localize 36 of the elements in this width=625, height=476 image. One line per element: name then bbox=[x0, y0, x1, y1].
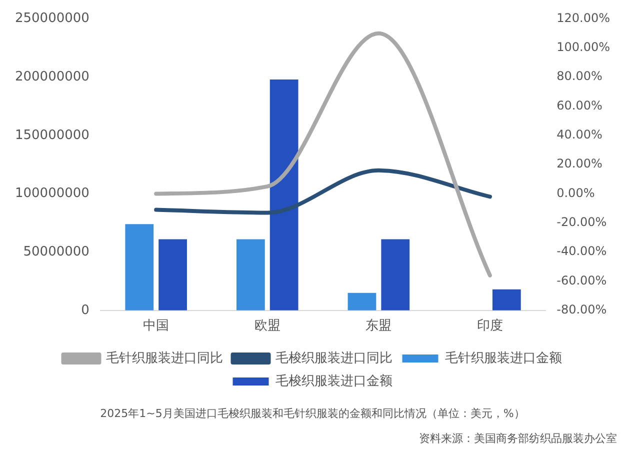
y-tick-label: 150000000 bbox=[14, 128, 90, 143]
y2-tick-label: 20.00% bbox=[556, 156, 602, 171]
x-tick-label: 印度 bbox=[476, 318, 503, 334]
text: 资料来源：美国商务部纺织品服装办公室 bbox=[418, 431, 617, 446]
bar bbox=[125, 224, 154, 310]
legend-label: 毛梭织服装进口同比 bbox=[275, 350, 392, 366]
y-tick-label: 0 bbox=[81, 302, 90, 318]
x-tick-label: 东盟 bbox=[366, 318, 392, 334]
legend-label: 毛针织服装进口金额 bbox=[444, 350, 562, 366]
y-tick-label: 250000000 bbox=[14, 11, 90, 26]
bar bbox=[492, 289, 521, 310]
y2-tick-label: -40.00% bbox=[556, 244, 607, 258]
y2-tick-label: 100.00% bbox=[556, 40, 610, 54]
x-tick-label: 欧盟 bbox=[254, 318, 280, 334]
y2-tick-label: -80.00% bbox=[556, 302, 607, 317]
bar bbox=[270, 79, 298, 310]
y2-tick-label: 0.00% bbox=[556, 186, 595, 200]
y2-tick-label: -20.00% bbox=[556, 215, 607, 230]
y2-tick-label: 40.00% bbox=[556, 128, 602, 142]
text: 2025年1~5月美国进口毛梭织服装和毛针织服装的金额和同比情况（单位：美元，%） bbox=[99, 406, 526, 421]
y2-tick-label: -60.00% bbox=[556, 273, 607, 288]
x-tick-label: 中国 bbox=[143, 318, 170, 334]
y2-tick-label: 120.00% bbox=[556, 10, 610, 25]
line-series bbox=[154, 31, 492, 278]
y2-tick-label: 60.00% bbox=[556, 98, 602, 112]
bar bbox=[348, 292, 376, 310]
bar bbox=[158, 239, 187, 310]
y-tick-label: 200000000 bbox=[14, 69, 90, 84]
y-tick-label: 50000000 bbox=[23, 244, 90, 260]
legend-label: 毛针织服装进口同比 bbox=[106, 350, 223, 366]
line-series bbox=[154, 168, 492, 215]
y2-tick-label: 80.00% bbox=[556, 69, 602, 84]
y-tick-label: 100000000 bbox=[14, 186, 90, 202]
legend-label: 毛梭织服装进口金额 bbox=[275, 374, 392, 389]
bar bbox=[236, 239, 265, 310]
bar bbox=[381, 239, 410, 310]
